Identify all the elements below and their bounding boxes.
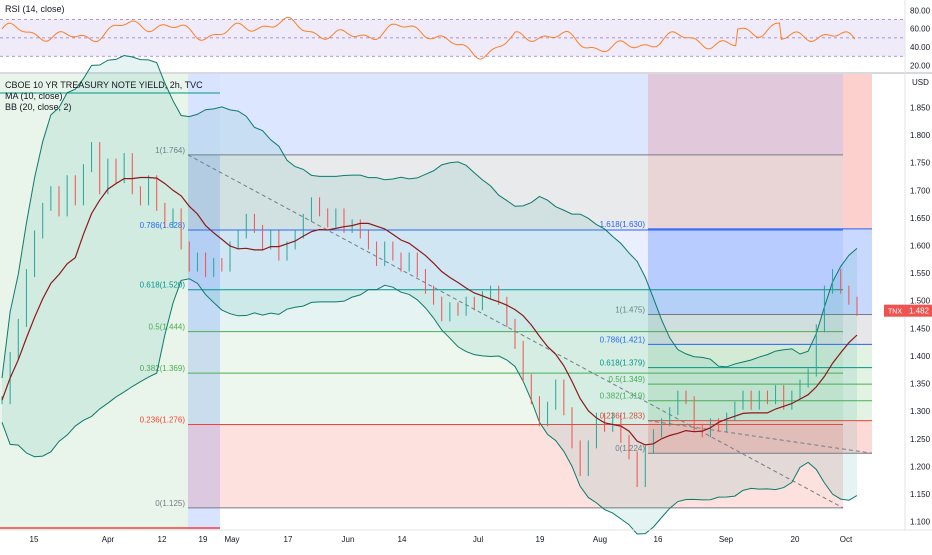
price-legend-title[interactable]: CBOE 10 YR TREASURY NOTE YIELD, 2h, TVC xyxy=(5,80,203,90)
y-tick-15: 1.100 xyxy=(910,518,931,527)
fib-label-2: 0.618(1.520) xyxy=(140,281,186,290)
currency-label: USD xyxy=(912,78,929,87)
ma-legend[interactable]: MA (10, close) xyxy=(5,91,63,101)
bb-legend[interactable]: BB (20, close, 2) xyxy=(5,102,72,112)
y-tick-4: 1.650 xyxy=(910,214,931,223)
y-tick-8: 1.450 xyxy=(910,324,931,333)
zone-left-green xyxy=(0,74,188,530)
bb-fill xyxy=(2,55,857,534)
fib-label-9: 0.786(1.421) xyxy=(600,335,646,344)
price-lines xyxy=(1,176,858,446)
ma-line xyxy=(1,176,858,446)
y-tick-6: 1.550 xyxy=(910,269,931,278)
last-price-label: 1.482 xyxy=(909,307,930,316)
rsi-tick-0: 80.00 xyxy=(910,6,931,15)
zone-left-blue-strip xyxy=(188,74,220,530)
candles xyxy=(1,142,858,488)
y-tick-5: 1.600 xyxy=(910,241,931,250)
bb-upper xyxy=(1,54,858,379)
ticker-label: TNX xyxy=(888,309,902,316)
x-tick-2: 12 xyxy=(158,535,167,544)
fib-zones xyxy=(0,74,872,530)
zone-right-gray xyxy=(648,314,872,345)
zone-right-top-red xyxy=(648,74,843,155)
x-tick-8: Jul xyxy=(473,535,483,544)
rsi-line xyxy=(1,16,856,60)
fib-label-4: 0.382(1.369) xyxy=(140,364,186,373)
x-tick-0: 15 xyxy=(30,535,39,544)
y-tick-13: 1.200 xyxy=(910,462,931,471)
bollinger-bands xyxy=(1,54,858,535)
zone-top-blue xyxy=(220,74,843,155)
rsi-tick-3: 20.00 xyxy=(910,61,931,70)
y-tick-10: 1.350 xyxy=(910,380,931,389)
bb-lower xyxy=(1,278,858,535)
zone-right-edge-red xyxy=(843,74,872,229)
x-tick-9: 19 xyxy=(536,535,545,544)
fib-label-8: 1(1.475) xyxy=(615,306,645,315)
fib-label-6: 0(1.125) xyxy=(155,499,185,508)
last-price-badge xyxy=(906,304,932,317)
y-tick-12: 1.250 xyxy=(910,435,931,444)
y-tick-3: 1.700 xyxy=(910,186,931,195)
fib-label-14: 0(1.224) xyxy=(615,444,645,453)
fib-label-1: 0.786(1.628) xyxy=(140,221,186,230)
y-tick-2: 1.750 xyxy=(910,159,931,168)
y-tick-11: 1.300 xyxy=(910,407,931,416)
x-tick-6: Jun xyxy=(342,535,355,544)
rsi-tick-1: 60.00 xyxy=(910,25,931,34)
y-tick-1: 1.800 xyxy=(910,131,931,140)
zone-fib-red xyxy=(188,424,843,508)
x-tick-1: Apr xyxy=(102,535,115,544)
x-tick-14: Oct xyxy=(840,535,853,544)
fib-label-12: 0.382(1.319) xyxy=(600,392,646,401)
y-tick-9: 1.400 xyxy=(910,352,931,361)
fib-levels: 1(1.764)0.786(1.628)0.618(1.520)0.5(1.44… xyxy=(140,146,873,509)
fib-label-7: 1.618(1.630) xyxy=(600,220,646,229)
x-tick-13: 20 xyxy=(791,535,800,544)
rsi-legend[interactable]: RSI (14, close) xyxy=(5,4,65,14)
fib-label-10: 0.618(1.379) xyxy=(600,359,646,368)
y-tick-14: 1.150 xyxy=(910,490,931,499)
zone-right-blue xyxy=(648,228,872,315)
x-tick-10: Aug xyxy=(593,535,607,544)
y-tick-7: 1.500 xyxy=(910,297,931,306)
x-tick-4: May xyxy=(224,535,239,544)
x-tick-3: 19 xyxy=(199,535,208,544)
x-tick-12: Sep xyxy=(719,535,734,544)
y-tick-0: 1.850 xyxy=(910,103,931,112)
x-tick-5: 17 xyxy=(284,535,293,544)
trend-line-2 xyxy=(647,420,873,454)
fib-label-13: 0.236(1.283) xyxy=(600,412,646,421)
fib-label-11: 0.5(1.349) xyxy=(609,375,646,384)
ticker-badge xyxy=(884,304,906,317)
x-tick-7: 14 xyxy=(398,535,407,544)
x-tick-11: 16 xyxy=(654,535,663,544)
rsi-tick-2: 40.00 xyxy=(910,43,931,52)
rsi-panel xyxy=(0,16,932,74)
fib-label-0: 1(1.764) xyxy=(155,146,185,155)
fib-label-5: 0.236(1.276) xyxy=(140,415,186,424)
zone-right-red2 xyxy=(648,154,843,229)
